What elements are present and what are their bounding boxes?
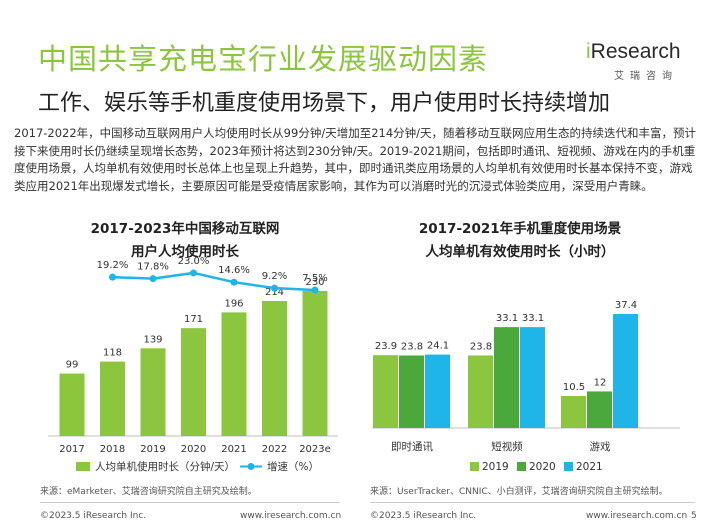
footer-url-right: www.iresearch.com.cn bbox=[586, 511, 688, 521]
legend-swatch-2019 bbox=[470, 462, 479, 471]
x-tick-2017: 2017 bbox=[59, 444, 84, 455]
legend-swatch-2020 bbox=[517, 462, 526, 471]
legend-label-2021: 2021 bbox=[576, 461, 603, 473]
bar-label-游戏-2019: 10.5 bbox=[563, 382, 585, 393]
bar-短视频-2021 bbox=[520, 327, 545, 428]
bar-label-2023e: 230 bbox=[305, 277, 324, 288]
bar-2018 bbox=[100, 361, 125, 436]
legend-label-2019: 2019 bbox=[482, 461, 509, 473]
bar-即时通讯-2021 bbox=[425, 354, 450, 428]
page-title: 中国共享充电宝行业发展驱动因素 bbox=[38, 42, 489, 76]
bar-label-2021: 196 bbox=[224, 298, 243, 309]
growth-label-5: 7.5% bbox=[302, 273, 327, 284]
growth-label-3: 14.6% bbox=[218, 265, 250, 276]
bar-label-即时通讯-2021: 24.1 bbox=[427, 341, 449, 352]
left-chart-title-line2: 用户人均使用时长 bbox=[131, 244, 239, 260]
bar-label-短视频-2021: 33.1 bbox=[522, 313, 544, 324]
page-subtitle: 工作、娱乐等手机重度使用场景下，用户使用时长持续增加 bbox=[38, 91, 611, 116]
bar-label-2018: 118 bbox=[103, 348, 122, 359]
bar-label-2019: 139 bbox=[143, 334, 162, 345]
growth-label-1: 17.8% bbox=[137, 262, 169, 273]
x-tick-短视频: 短视频 bbox=[491, 440, 523, 453]
growth-label-4: 9.2% bbox=[262, 271, 287, 282]
x-tick-游戏: 游戏 bbox=[590, 440, 611, 453]
bar-label-2020: 171 bbox=[184, 314, 203, 325]
growth-point-3 bbox=[230, 278, 238, 286]
bar-游戏-2021 bbox=[613, 314, 638, 428]
logo-chinese: 艾瑞咨询 bbox=[614, 71, 678, 82]
bar-即时通讯-2019 bbox=[373, 355, 398, 428]
growth-point-5 bbox=[311, 286, 319, 294]
page-number: 5 bbox=[691, 511, 697, 521]
x-tick-2019: 2019 bbox=[140, 444, 165, 455]
bar-label-即时通讯-2019: 23.9 bbox=[375, 341, 397, 352]
bar-label-短视频-2019: 23.8 bbox=[470, 341, 492, 352]
x-tick-2023e: 2023e bbox=[299, 444, 331, 455]
bar-短视频-2020 bbox=[494, 327, 519, 428]
bar-2022 bbox=[262, 301, 287, 436]
bar-2020 bbox=[181, 328, 206, 436]
growth-line bbox=[112, 271, 316, 292]
bar-label-短视频-2020: 33.1 bbox=[496, 313, 518, 324]
logo-research: Research bbox=[590, 40, 681, 63]
growth-point-0 bbox=[109, 273, 116, 281]
right-chart-title-line1: 2017-2021年手机重度使用场景 bbox=[418, 221, 622, 237]
footer-copyright-left: ©2023.5 iResearch Inc. bbox=[40, 511, 147, 521]
bar-游戏-2020 bbox=[587, 391, 612, 428]
legend-swatch-2021 bbox=[564, 462, 573, 471]
growth-point-2 bbox=[190, 269, 197, 277]
growth-point-1 bbox=[149, 275, 157, 283]
logo-i: i bbox=[586, 40, 591, 63]
description-paragraph: 2017-2022年，中国移动互联网用户人均使用时长从99分钟/天增加至214分… bbox=[14, 126, 697, 193]
left-source-note: 来源：eMarketer、艾瑞咨询研究院自主研究及绘制。 bbox=[40, 487, 257, 497]
right-chart-title: 2017-2021年手机重度使用场景 人均单机有效使用时长（小时） bbox=[395, 218, 645, 264]
growth-label-0: 19.2% bbox=[97, 260, 129, 271]
bar-label-游戏-2021: 37.4 bbox=[615, 300, 637, 311]
footer-copyright-right: ©2023.5 iResearch Inc. bbox=[370, 511, 477, 521]
footer-divider-right bbox=[370, 502, 695, 503]
legend-label-bar: 人均单机使用时长（分钟/天） bbox=[95, 460, 235, 473]
bar-label-2017: 99 bbox=[66, 360, 79, 371]
growth-label-2: 23.0% bbox=[178, 256, 210, 267]
bar-2023e bbox=[302, 290, 328, 436]
legend-swatch-bar bbox=[76, 462, 90, 471]
bar-即时通讯-2020 bbox=[399, 355, 424, 428]
legend-label-2020: 2020 bbox=[529, 461, 556, 473]
x-tick-2020: 2020 bbox=[181, 444, 206, 455]
bar-2021 bbox=[221, 312, 247, 436]
bar-游戏-2019 bbox=[561, 396, 586, 428]
bar-label-游戏-2020: 12 bbox=[594, 377, 607, 388]
left-chart-title-line1: 2017-2023年中国移动互联网 bbox=[90, 221, 280, 237]
x-tick-2022: 2022 bbox=[262, 444, 287, 455]
right-chart-title-line2: 人均单机有效使用时长（小时） bbox=[425, 244, 615, 260]
bar-2019 bbox=[140, 348, 166, 436]
x-tick-2018: 2018 bbox=[100, 444, 125, 455]
iresearch-logo: iResearch 艾瑞咨询 bbox=[586, 40, 696, 82]
footer-divider-left bbox=[40, 502, 340, 503]
bar-label-2022: 214 bbox=[265, 287, 284, 298]
legend-swatch-point bbox=[247, 463, 255, 470]
right-source-note: 来源：UserTracker、CNNIC、小白测评，艾瑞咨询研究院自主研究绘制。 bbox=[370, 487, 668, 497]
bar-短视频-2019 bbox=[468, 355, 493, 428]
left-chart-title: 2017-2023年中国移动互联网 用户人均使用时长 bbox=[60, 218, 310, 264]
x-tick-2021: 2021 bbox=[221, 444, 246, 455]
logo-wordmark: iResearch bbox=[586, 40, 681, 64]
bar-label-即时通讯-2020: 23.8 bbox=[401, 341, 423, 352]
growth-point-4 bbox=[271, 284, 278, 292]
legend-label-line: 增速（%） bbox=[267, 460, 319, 473]
bar-2017 bbox=[59, 373, 85, 436]
footer-url-left: www.iresearch.com.cn bbox=[240, 511, 342, 521]
x-tick-即时通讯: 即时通讯 bbox=[391, 440, 433, 453]
